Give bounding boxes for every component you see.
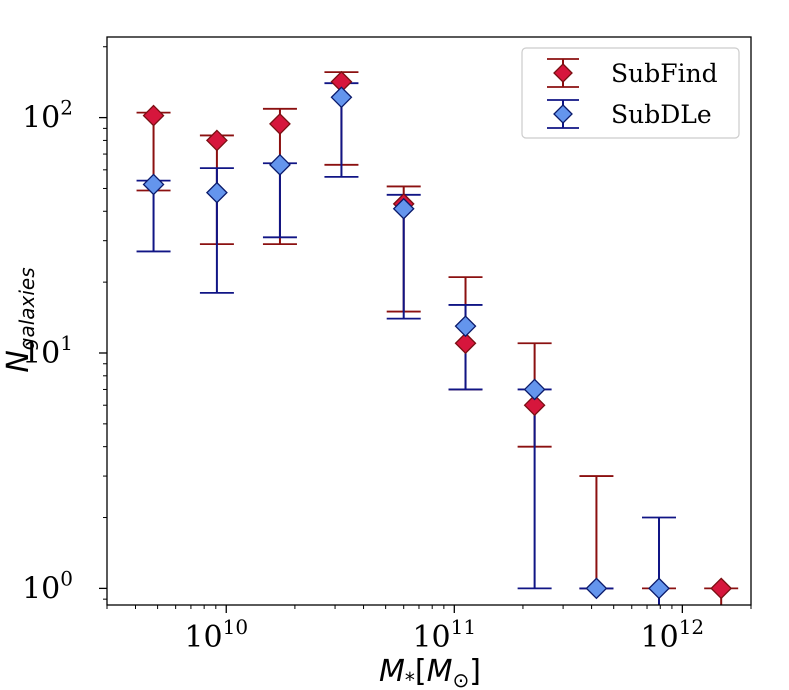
x-tick-label: 1012 — [641, 615, 705, 655]
legend-label-subdle: SubDLe — [611, 100, 712, 129]
data-point-subfind — [523, 394, 546, 417]
data-point-subdle — [585, 577, 608, 600]
legend-marker-subdle — [553, 104, 573, 124]
plot-frame — [106, 36, 752, 606]
markers-subdle — [142, 86, 670, 600]
y-axis-label: Ngalaxies — [1, 267, 39, 372]
data-point-subfind — [205, 129, 228, 152]
data-point-subfind — [710, 577, 733, 600]
data-point-subdle — [523, 378, 546, 401]
data-layer — [136, 70, 739, 605]
legend: SubFind SubDLe — [521, 47, 740, 139]
x-axis-label: M*[M⊙] — [379, 654, 481, 690]
data-point-subdle — [142, 173, 165, 196]
data-point-subdle — [205, 181, 228, 204]
x-tick-label: 1010 — [184, 615, 248, 655]
legend-label-subfind: SubFind — [611, 59, 718, 88]
legend-box — [521, 47, 740, 139]
data-point-subdle — [269, 153, 291, 176]
data-point-subfind — [269, 113, 291, 135]
data-point-subfind — [142, 104, 165, 127]
y-tick-label: 100 — [22, 566, 73, 606]
legend-handle-subfind — [547, 58, 579, 88]
y-tick-label: 101 — [22, 331, 73, 371]
data-point-subdle — [648, 577, 670, 600]
legend-marker-subfind — [553, 63, 573, 83]
legend-handle-subdle — [547, 99, 579, 129]
y-tick-label: 102 — [22, 96, 73, 136]
data-point-subdle — [454, 315, 477, 338]
legend-items — [547, 58, 579, 129]
data-point-subdle — [330, 86, 353, 109]
axis-layer: 1010 1011 1012 100 101 102 — [22, 46, 752, 655]
x-tick-label: 1011 — [412, 615, 476, 655]
data-point-subfind — [454, 332, 477, 355]
data-point-subdle — [392, 197, 415, 220]
